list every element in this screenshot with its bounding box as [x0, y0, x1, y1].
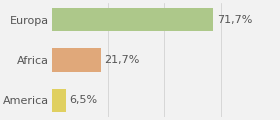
Text: 21,7%: 21,7% [104, 55, 139, 65]
Bar [52, 89, 66, 112]
Text: 71,7%: 71,7% [217, 15, 252, 25]
Bar [52, 48, 101, 72]
Bar [52, 8, 213, 31]
Text: 6,5%: 6,5% [70, 95, 98, 105]
